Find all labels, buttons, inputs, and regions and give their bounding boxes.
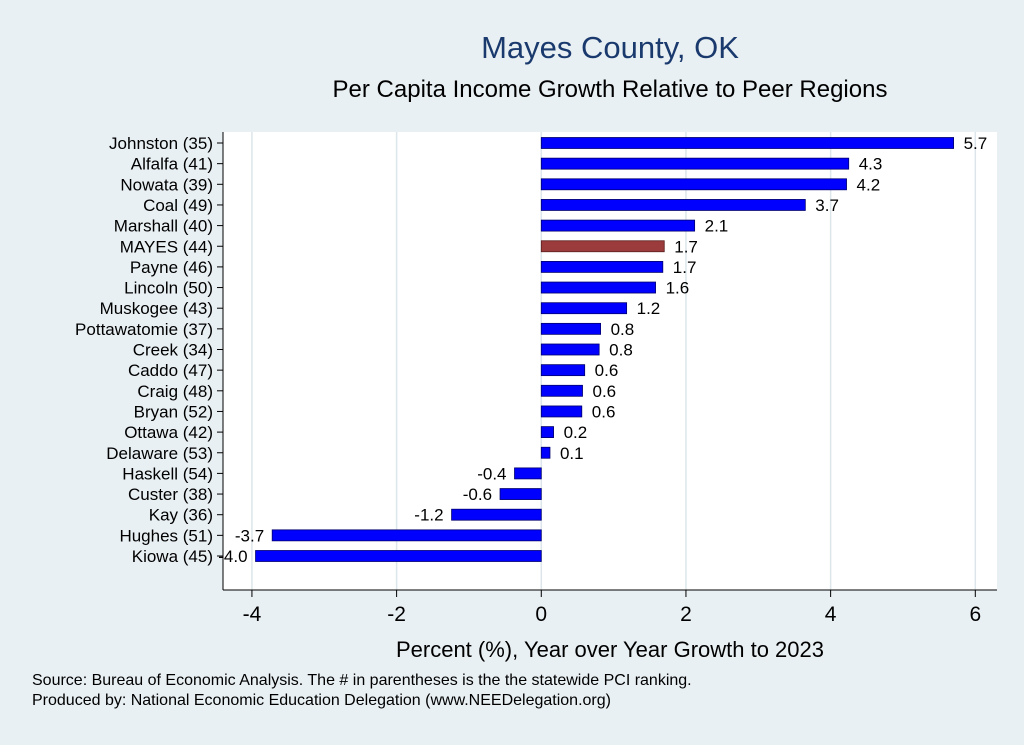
bar (255, 550, 542, 562)
category-label: Custer (38) (128, 485, 213, 504)
category-label: Haskell (54) (122, 464, 213, 483)
category-label: Bryan (52) (134, 402, 213, 421)
x-tick-label: -2 (387, 603, 406, 626)
source-note: Source: Bureau of Economic Analysis. The… (32, 672, 692, 689)
chart-subtitle: Per Capita Income Growth Relative to Pee… (333, 76, 888, 103)
bar (540, 322, 601, 335)
category-label: Ottawa (42) (124, 423, 213, 442)
value-label: 0.6 (592, 402, 616, 421)
bar-highlight (540, 240, 665, 253)
category-label: Caddo (47) (128, 361, 213, 380)
value-label: -4.0 (218, 547, 247, 566)
bar (271, 529, 542, 542)
bar (540, 446, 551, 459)
category-label: Nowata (39) (120, 175, 213, 194)
category-label: Marshall (40) (114, 217, 213, 236)
x-tick-label: 2 (680, 603, 692, 626)
value-label: 0.1 (560, 444, 584, 463)
value-label: 0.8 (609, 341, 633, 360)
x-tick-label: -4 (243, 603, 262, 626)
producer-note: Produced by: National Economic Education… (32, 692, 611, 709)
x-tick-label: 6 (969, 603, 981, 626)
bar (514, 467, 542, 480)
x-tick-label: 4 (825, 603, 837, 626)
category-label: Muskogee (43) (100, 299, 213, 318)
bar (540, 384, 583, 397)
bar (540, 302, 628, 315)
category-label: Pottawatomie (37) (75, 320, 213, 339)
value-label: 2.1 (705, 217, 729, 236)
value-label: 4.3 (859, 155, 883, 174)
bar (540, 260, 664, 273)
category-label: Hughes (51) (119, 526, 213, 545)
x-axis-label: Percent (%), Year over Year Growth to 20… (396, 637, 824, 662)
chart-title: Mayes County, OK (481, 30, 739, 65)
value-label: 4.2 (857, 175, 881, 194)
category-label: Kiowa (45) (132, 547, 213, 566)
value-label: 0.2 (564, 423, 588, 442)
category-label: Johnston (35) (109, 134, 213, 153)
value-label: -0.6 (463, 485, 492, 504)
value-label: 3.7 (815, 196, 839, 215)
value-label: 0.8 (611, 320, 635, 339)
bar (540, 219, 696, 232)
bar (540, 343, 600, 356)
category-label: Payne (46) (130, 258, 213, 277)
value-label: 1.6 (666, 279, 690, 298)
category-label: Coal (49) (143, 196, 213, 215)
value-label: 1.7 (673, 258, 697, 277)
category-label: Lincoln (50) (124, 279, 213, 298)
category-label: Kay (36) (149, 506, 213, 525)
category-label: MAYES (44) (120, 237, 213, 256)
value-label: 0.6 (593, 382, 617, 401)
value-label: 1.2 (637, 299, 661, 318)
category-label: Craig (48) (137, 382, 213, 401)
bar (451, 508, 542, 521)
category-label: Alfalfa (41) (131, 155, 213, 174)
value-label: 0.6 (595, 361, 619, 380)
category-label: Delaware (53) (106, 444, 213, 463)
bar (540, 281, 656, 294)
bar (540, 426, 554, 439)
value-label: -3.7 (235, 526, 264, 545)
value-label: 5.7 (964, 134, 988, 153)
category-label: Creek (34) (133, 341, 213, 360)
value-label: -1.2 (414, 506, 443, 525)
bar (540, 157, 850, 170)
bar (540, 405, 583, 418)
value-label: 1.7 (674, 237, 698, 256)
bar (540, 199, 806, 211)
bar (540, 364, 586, 377)
value-label: -0.4 (477, 464, 506, 483)
bar (499, 488, 542, 500)
bar (540, 178, 847, 191)
bar (540, 137, 954, 149)
x-tick-label: 0 (535, 603, 547, 626)
